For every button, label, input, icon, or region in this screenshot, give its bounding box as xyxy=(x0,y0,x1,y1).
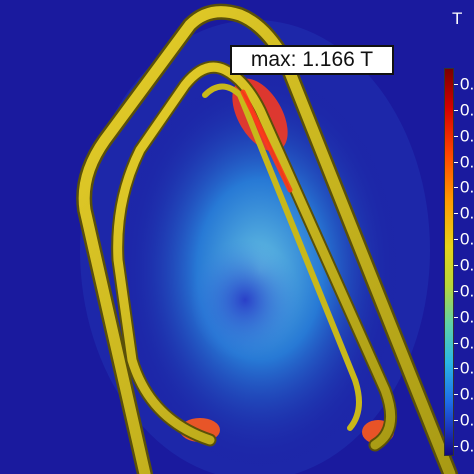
colorbar-tick xyxy=(454,342,458,344)
colorbar-tick-label: 0. xyxy=(460,436,474,456)
colorbar-tick-label: 0. xyxy=(460,410,474,430)
colorbar-tick-label: 0. xyxy=(460,74,474,94)
outer-coil[interactable] xyxy=(78,6,456,474)
colorbar-tick-label: 0. xyxy=(460,281,474,301)
colorbar-tick-label: 0. xyxy=(460,333,474,353)
colorbar-tick xyxy=(454,420,458,422)
colorbar-tick xyxy=(454,187,458,189)
colorbar-tick xyxy=(454,109,458,111)
colorbar-tick xyxy=(454,290,458,292)
colorbar-tick xyxy=(454,368,458,370)
colorbar-tick-label: 0. xyxy=(460,255,474,275)
colorbar-tick xyxy=(454,135,458,137)
colorbar-tick-label: 0. xyxy=(460,307,474,327)
colorbar-tick xyxy=(454,239,458,241)
colorbar-tick xyxy=(454,316,458,318)
colorbar-tick-label: 0. xyxy=(460,100,474,120)
inner-coil[interactable] xyxy=(113,62,396,450)
max-value-annotation: max: 1.166 T xyxy=(230,45,394,75)
colorbar-tick xyxy=(454,213,458,215)
max-value-text: max: 1.166 T xyxy=(250,48,374,71)
colorbar-tick xyxy=(454,161,458,163)
colorbar-tick-label: 0. xyxy=(460,177,474,197)
colorbar-tick-label: 0. xyxy=(460,384,474,404)
colorbar-unit-label: T xyxy=(452,9,463,28)
colorbar-tick xyxy=(454,394,458,396)
colorbar-tick-label: 0. xyxy=(460,126,474,146)
inner-coil-strand xyxy=(202,83,362,431)
colorbar-tick-label: 0. xyxy=(460,229,474,249)
field-low-region xyxy=(190,240,300,360)
colorbar-tick xyxy=(454,446,458,447)
colorbar-tick xyxy=(454,84,458,85)
colorbar xyxy=(444,68,454,456)
coil-hot-segment xyxy=(240,89,293,193)
colorbar-tick-label: 0. xyxy=(460,203,474,223)
colorbar-tick-label: 0. xyxy=(460,152,474,172)
colorbar-tick xyxy=(454,265,458,266)
colorbar-tick-label: 0. xyxy=(460,358,474,378)
colorbar-ticks: 0. 0. 0. 0. 0. 0. 0. 0. 0. 0. 0. 0. 0. 0. 0. xyxy=(454,68,474,456)
